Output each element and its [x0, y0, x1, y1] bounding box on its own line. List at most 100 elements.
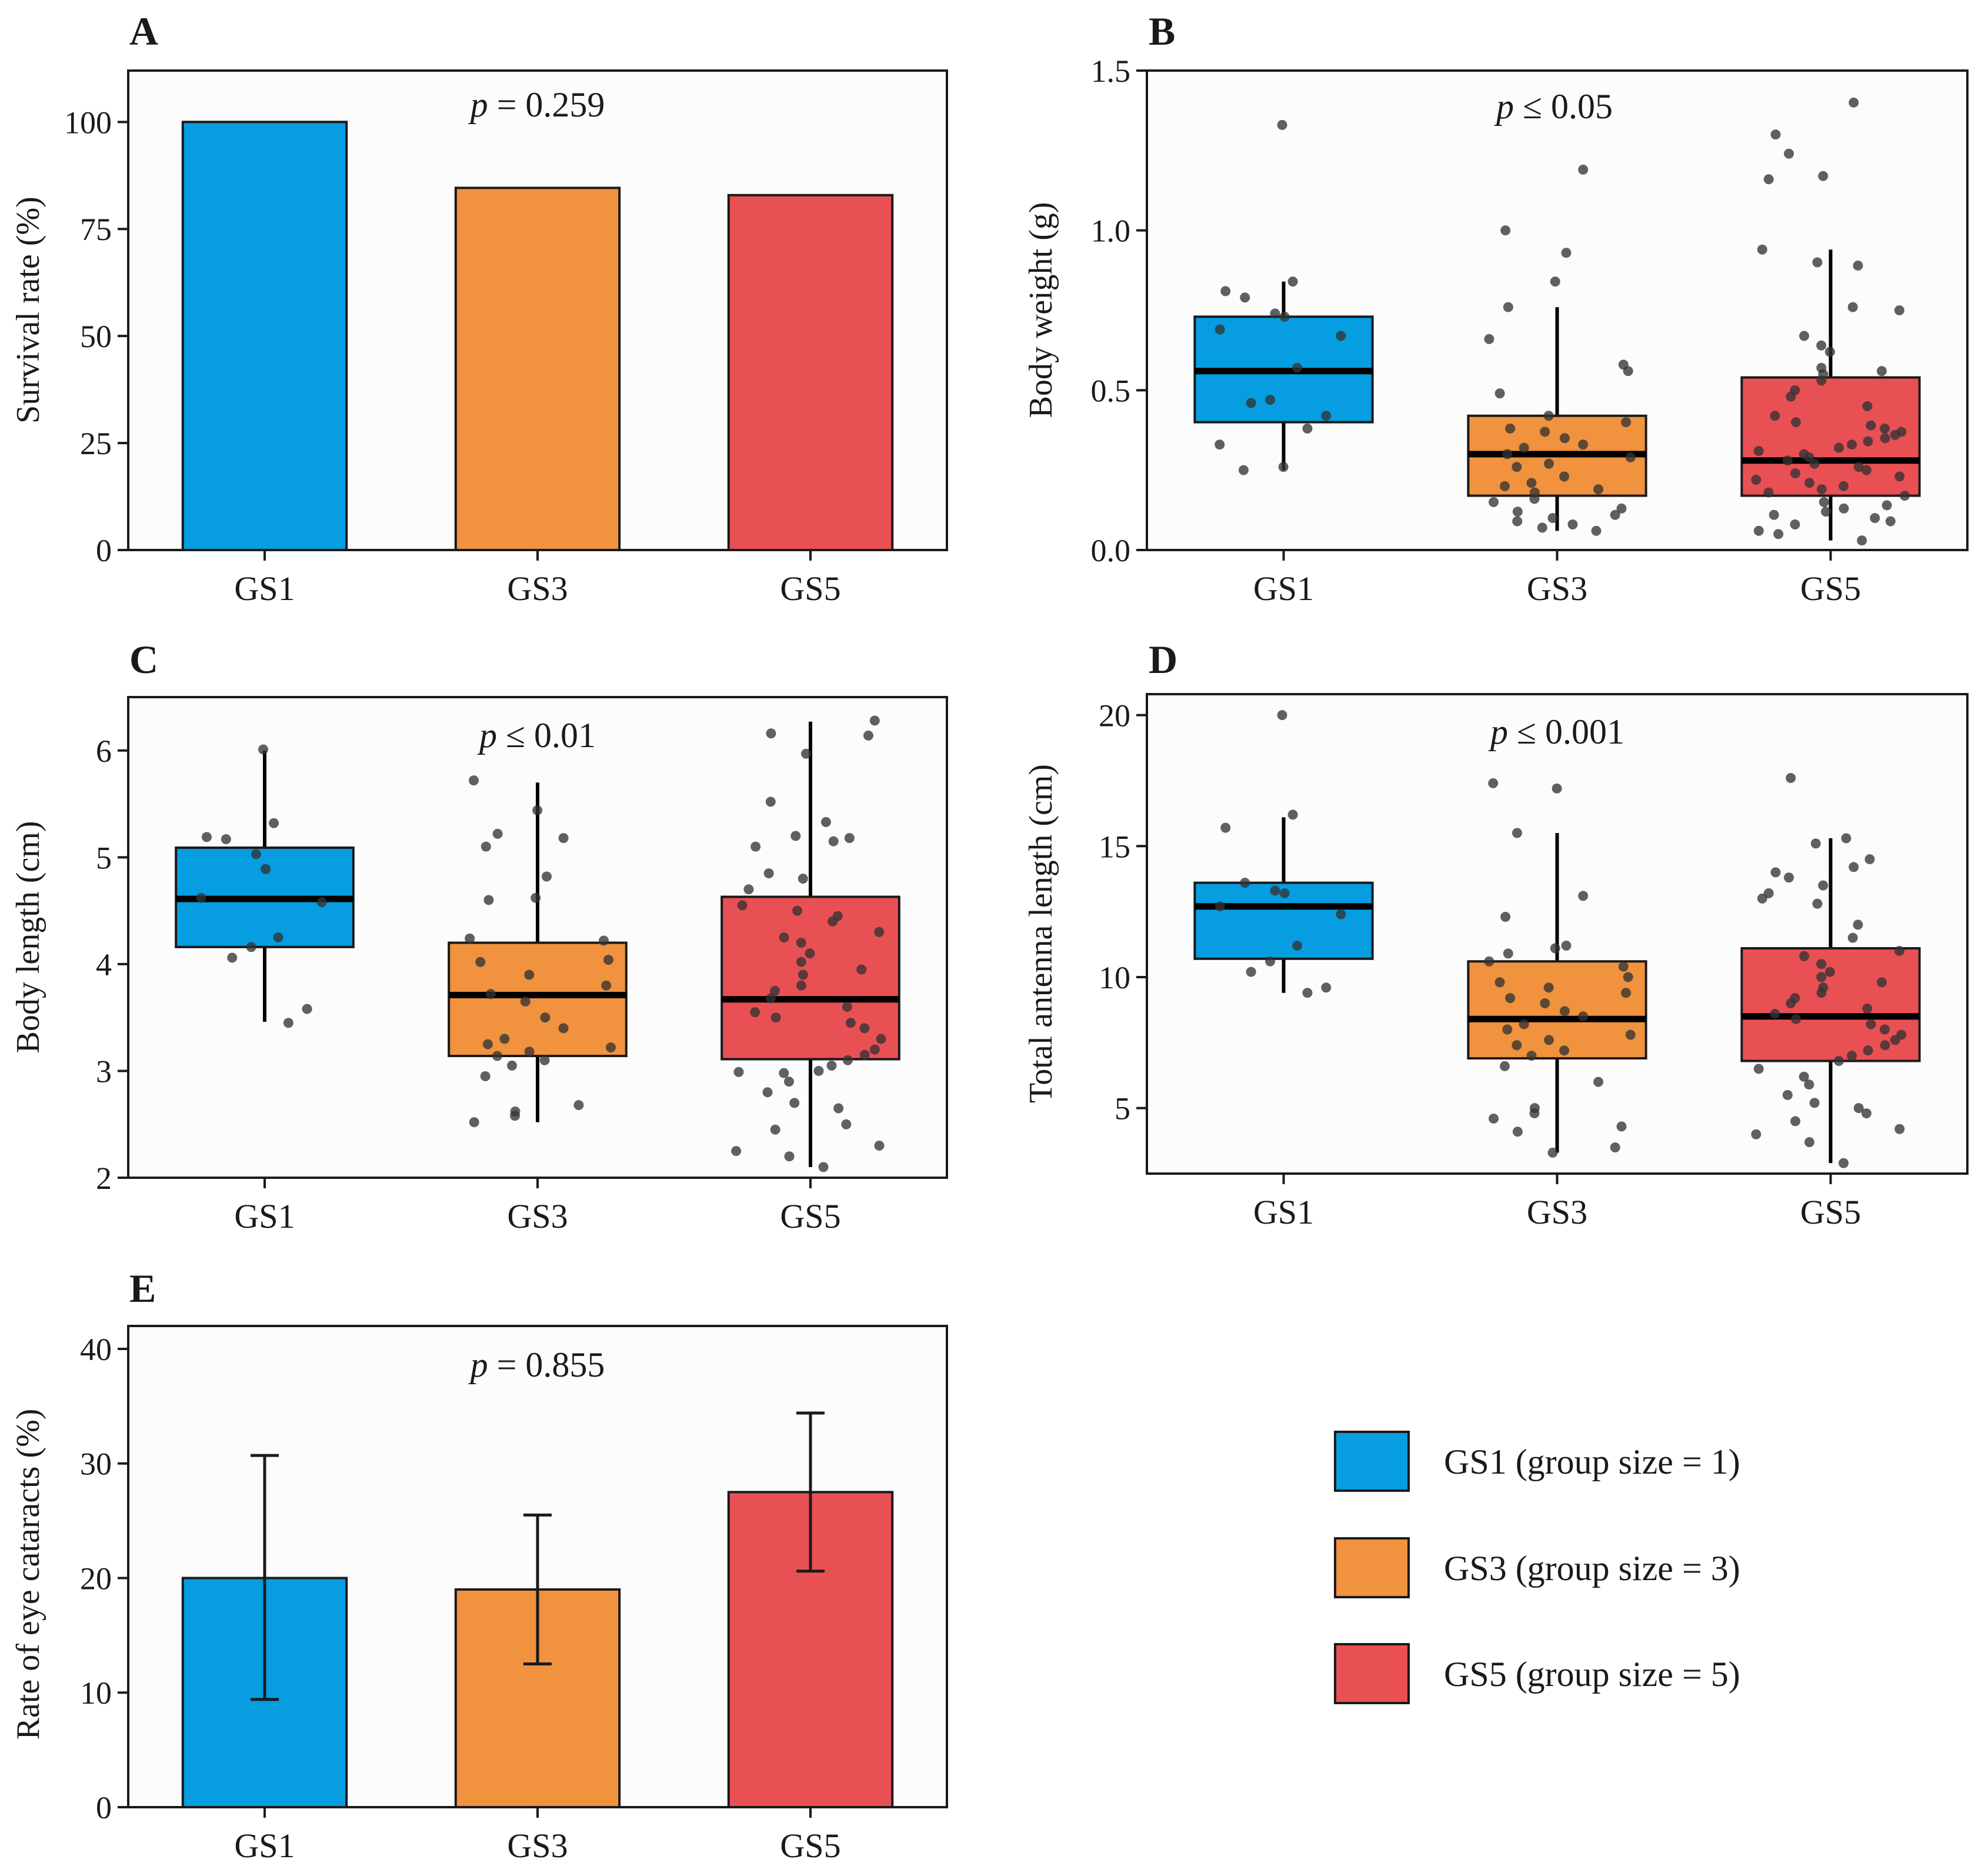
panel-a-y-tick-label: 100 [64, 105, 112, 140]
panel-b-axes: 0.0 0.5 1.0 1.5 GS1 GS3 GS5 [1091, 54, 1861, 608]
panel-b-point-gs3 [1484, 334, 1494, 344]
panel-b-point-gs1 [1302, 424, 1313, 434]
panel-c-point-gs5 [844, 833, 855, 844]
panel-c-point-gs3 [507, 1060, 518, 1071]
panel-d-point-gs3 [1552, 783, 1562, 794]
panel-b-point-gs3 [1610, 509, 1620, 520]
panel-d-point-gs3 [1550, 943, 1560, 954]
panel-d-point-gs5 [1812, 898, 1823, 909]
panel-d-point-gs5 [1786, 998, 1796, 1009]
panel-c-point-gs5 [796, 957, 806, 967]
panel-b-point-gs3 [1621, 417, 1632, 428]
legend-label-gs3: GS3 (group size = 3) [1444, 1549, 1740, 1588]
panel-b-boxes [1193, 97, 1921, 546]
panel-d-point-gs5 [1799, 1071, 1809, 1082]
panel-b-point-gs5 [1753, 446, 1764, 456]
panel-c-point-gs5 [845, 1018, 856, 1028]
panel-b-point-gs1 [1292, 362, 1302, 373]
panel-c-point-gs5 [874, 927, 885, 937]
panel-d-point-gs1 [1287, 809, 1298, 820]
panel-b-point-gs5 [1782, 455, 1793, 466]
panel-d-point-gs5 [1786, 773, 1796, 784]
panel-letter-d: D [1149, 637, 1177, 682]
panel-d-point-gs3 [1559, 1045, 1570, 1056]
panel-b-point-gs3 [1512, 462, 1522, 472]
legend-label-gs5: GS5 (group size = 5) [1444, 1655, 1740, 1694]
panel-c-point-gs3 [499, 1034, 510, 1044]
panel-c-point-gs5 [798, 874, 808, 884]
panel-d-point-gs1 [1240, 878, 1250, 888]
panel-d-point-gs3 [1500, 912, 1511, 922]
panel-e: E Rate of eye cataracts (%) 0 10 20 30 40 GS1… [10, 1266, 948, 1865]
panel-c-point-gs5 [731, 1146, 742, 1157]
panel-d-p-symbol: p [1488, 712, 1508, 751]
panel-a-y-tick-label: 50 [80, 319, 112, 354]
panel-d-point-gs3 [1625, 1029, 1636, 1040]
panel-c-point-gs3 [524, 969, 535, 980]
panel-b-point-gs3 [1616, 503, 1627, 514]
panel-c-point-gs5 [869, 715, 880, 726]
panel-b-point-gs5 [1763, 487, 1774, 498]
panel-c-box-gs5 [720, 895, 900, 1061]
panel-c-point-gs5 [750, 1007, 760, 1018]
panel-b-point-gs3 [1547, 513, 1558, 524]
panel-c-ylabel: Body length (cm) [10, 821, 46, 1053]
panel-d-point-gs3 [1512, 1040, 1522, 1051]
panel-d-point-gs5 [1839, 1158, 1849, 1168]
panel-d-point-gs5 [1770, 867, 1781, 878]
panel-c-point-gs5 [737, 900, 748, 911]
panel-d-point-gs3 [1505, 993, 1516, 1004]
panel-c-point-gs1 [283, 1018, 293, 1028]
panel-b-point-gs3 [1567, 519, 1578, 530]
panel-b-point-gs5 [1757, 244, 1767, 255]
panel-d-point-gs5 [1864, 854, 1875, 865]
panel-d-point-gs5 [1861, 1108, 1871, 1119]
panel-d-point-gs5 [1816, 959, 1827, 969]
panel-b-point-gs5 [1791, 417, 1801, 428]
panel-d-point-gs5 [1849, 862, 1859, 872]
panel-b-point-gs1 [1287, 276, 1298, 287]
panel-d-point-gs1 [1220, 822, 1231, 833]
panel-b-point-gs3 [1529, 494, 1540, 504]
panel-d-point-gs3 [1547, 1147, 1558, 1158]
panel-c-x-tick-label-gs5: GS5 [780, 1197, 840, 1235]
panel-c-point-gs1 [196, 892, 206, 903]
panel-e-bars [181, 1411, 894, 1808]
legend-label-gs1: GS1 (group size = 1) [1444, 1442, 1740, 1481]
panel-c-point-gs5 [789, 1098, 800, 1108]
panel-c-point-gs3 [465, 933, 475, 944]
panel-c-point-gs5 [763, 868, 774, 879]
panel-e-p-text: = 0.855 [488, 1345, 605, 1384]
panel-b-point-gs5 [1816, 484, 1827, 495]
panel-b-point-gs5 [1753, 525, 1764, 536]
panel-b-point-gs5 [1876, 366, 1887, 376]
panel-c-point-gs5 [765, 797, 776, 807]
panel-c-point-gs3 [524, 1047, 535, 1057]
panel-d-point-gs5 [1818, 880, 1829, 891]
panel-b-point-gs5 [1839, 481, 1849, 491]
panel-e-y-tick-label: 0 [96, 1790, 112, 1825]
panel-a-x-tick-label-gs1: GS1 [234, 569, 295, 608]
panel-b-point-gs3 [1591, 525, 1602, 536]
panel-b-point-gs5 [1880, 433, 1890, 444]
legend-swatch-gs3 [1334, 1537, 1410, 1598]
panel-c-point-gs3 [492, 828, 503, 839]
panel-e-x-tick-label-gs5: GS5 [780, 1827, 840, 1865]
panel-c-box-gs3 [448, 941, 628, 1058]
panel-d-axes: 5 10 15 20 GS1 GS3 GS5 [1099, 698, 1861, 1231]
panel-c-point-gs3 [573, 1100, 584, 1111]
panel-d-point-gs3 [1512, 828, 1522, 838]
panel-c-point-gs3 [558, 1023, 569, 1034]
panel-d-y-tick-label: 20 [1099, 698, 1130, 734]
panel-b-point-gs3 [1526, 478, 1537, 488]
panel-d-point-gs5 [1841, 833, 1851, 844]
panel-d-y-tick-label: 5 [1115, 1091, 1130, 1127]
panel-d-point-gs1 [1265, 956, 1276, 967]
panel-c-point-gs3 [540, 1012, 551, 1023]
panel-b-point-gs5 [1866, 420, 1876, 431]
panel-b-point-gs1 [1270, 308, 1280, 319]
panel-d-point-gs3 [1512, 1127, 1523, 1137]
panel-c-point-gs5 [859, 1049, 870, 1060]
panel-b-point-gs3 [1489, 497, 1499, 507]
panel-d-point-gs5 [1894, 1124, 1905, 1134]
